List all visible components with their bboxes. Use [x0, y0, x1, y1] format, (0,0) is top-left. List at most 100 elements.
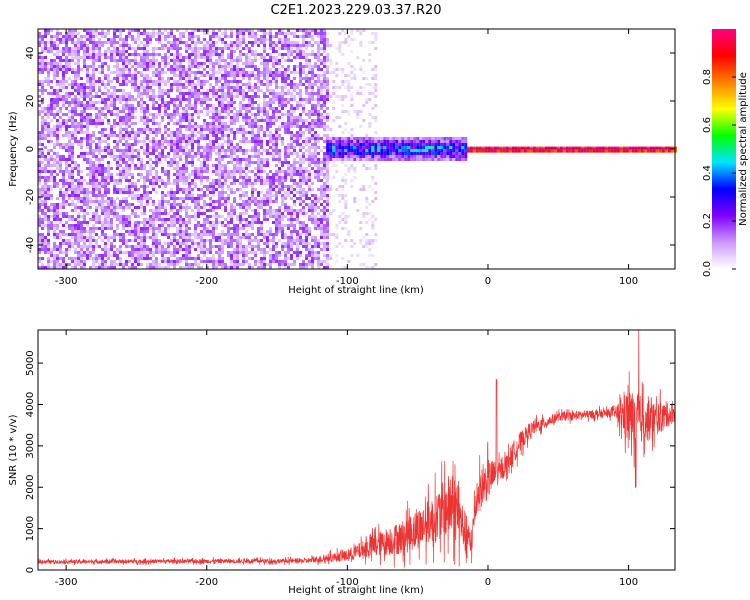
spectrogram-cell: [83, 158, 86, 161]
spectrogram-cell: [245, 59, 248, 62]
spectrogram-cell: [77, 197, 80, 200]
spectrogram-cell: [68, 164, 71, 167]
spectrogram-cell: [50, 251, 53, 254]
spectrogram-cell: [224, 44, 227, 47]
spectrogram-cell: [113, 71, 116, 74]
spectrogram-cell: [308, 137, 311, 140]
spectrogram-cell: [98, 194, 101, 197]
spectrogram-cell: [296, 239, 299, 242]
spectrogram-cell: [62, 242, 65, 245]
spectrogram-cell: [251, 119, 254, 122]
spectrogram-cell: [266, 74, 269, 77]
spectrogram-cell: [197, 62, 200, 65]
spectrogram-cell: [74, 206, 77, 209]
spectrogram-cell: [290, 122, 293, 125]
spectrogram-cell: [278, 68, 281, 71]
spectrogram-cell: [281, 107, 284, 110]
spectrogram-cell: [197, 116, 200, 119]
spectrogram-cell: [92, 77, 95, 80]
spectrogram-cell: [281, 47, 284, 50]
spectrogram-cell: [188, 32, 191, 35]
spectrogram-cell: [179, 143, 182, 146]
spectrogram-cell: [167, 68, 170, 71]
spectrogram-cell: [284, 224, 287, 227]
spectrogram-cell: [77, 236, 80, 239]
spectrogram-cell: [311, 137, 314, 140]
spectrogram-cell: [218, 194, 221, 197]
spectrogram-cell: [278, 71, 281, 74]
spectrogram-cell: [92, 215, 95, 218]
spectrogram-cell: [83, 245, 86, 248]
spectrogram-cell: [173, 206, 176, 209]
spectrogram-cell: [113, 182, 116, 185]
spectrogram-cell: [311, 29, 314, 32]
spectrogram-cell: [200, 239, 203, 242]
spectrogram-cell: [164, 200, 167, 203]
spectrogram-cell: [146, 194, 149, 197]
spectrogram-cell: [143, 113, 146, 116]
spectrogram-cell: [152, 233, 155, 236]
spectrogram-cell: [245, 233, 248, 236]
spectrogram-cell: [260, 182, 263, 185]
spectrogram-cell: [218, 245, 221, 248]
spectrogram-cell: [191, 149, 194, 152]
spectrogram-cell: [71, 215, 74, 218]
spectrogram-cell: [155, 233, 158, 236]
spectrogram-cell: [134, 83, 137, 86]
spectrogram-cell: [284, 242, 287, 245]
spectrogram-cell: [272, 98, 275, 101]
spectrogram-cell: [74, 233, 77, 236]
spectrogram-cell: [176, 29, 179, 32]
spectrogram-cell: [167, 128, 170, 131]
spectrogram-cell: [197, 146, 200, 149]
spectrogram-cell: [275, 146, 278, 149]
spectrogram-cell: [44, 212, 47, 215]
spectrogram-cell: [98, 236, 101, 239]
spectrogram-cell: [77, 221, 80, 224]
spectrogram-cell: [89, 38, 92, 41]
spectrogram-cell: [269, 227, 272, 230]
spectrogram-cell: [137, 62, 140, 65]
spectrogram-cell: [299, 161, 302, 164]
spectrogram-cell: [281, 200, 284, 203]
spectrogram-cell: [53, 89, 56, 92]
spectrogram-cell: [164, 89, 167, 92]
spectrogram-cell: [176, 83, 179, 86]
spectrogram-cell: [107, 227, 110, 230]
spectrogram-cell: [107, 38, 110, 41]
spectrogram-cell: [191, 263, 194, 266]
spectrogram-cell: [233, 257, 236, 260]
spectrogram-cell: [245, 92, 248, 95]
spectrogram-cell: [104, 185, 107, 188]
spectrogram-cell: [272, 248, 275, 251]
spectrogram-cell: [287, 170, 290, 173]
spectrogram-cell: [161, 254, 164, 257]
spectrogram-cell: [131, 137, 134, 140]
spectrogram-cell: [230, 251, 233, 254]
spectrogram-cell: [149, 182, 152, 185]
spectrogram-cell: [278, 32, 281, 35]
spectrogram-cell: [116, 149, 119, 152]
spectrogram-cell: [89, 176, 92, 179]
spectrogram-cell: [41, 224, 44, 227]
spectrogram-cell: [248, 233, 251, 236]
spectrogram-cell: [164, 53, 167, 56]
spectrogram-cell: [281, 185, 284, 188]
spectrogram-cell: [260, 179, 263, 182]
spectrogram-cell: [305, 197, 308, 200]
spectrogram-cell: [284, 185, 287, 188]
spectrogram-cell: [179, 242, 182, 245]
spectrogram-cell: [227, 185, 230, 188]
spectrogram-cell: [254, 152, 257, 155]
spectrogram-cell: [107, 29, 110, 32]
spectrogram-cell: [293, 164, 296, 167]
spectrogram-cell: [170, 137, 173, 140]
spectrogram-cell: [176, 263, 179, 266]
spectrogram-cell: [119, 95, 122, 98]
spectrogram-cell: [170, 161, 173, 164]
spectrogram-cell: [212, 74, 215, 77]
spectrogram-cell: [146, 38, 149, 41]
spectrogram-cell: [137, 263, 140, 266]
spectrogram-cell: [53, 257, 56, 260]
spectrogram-cell: [59, 116, 62, 119]
